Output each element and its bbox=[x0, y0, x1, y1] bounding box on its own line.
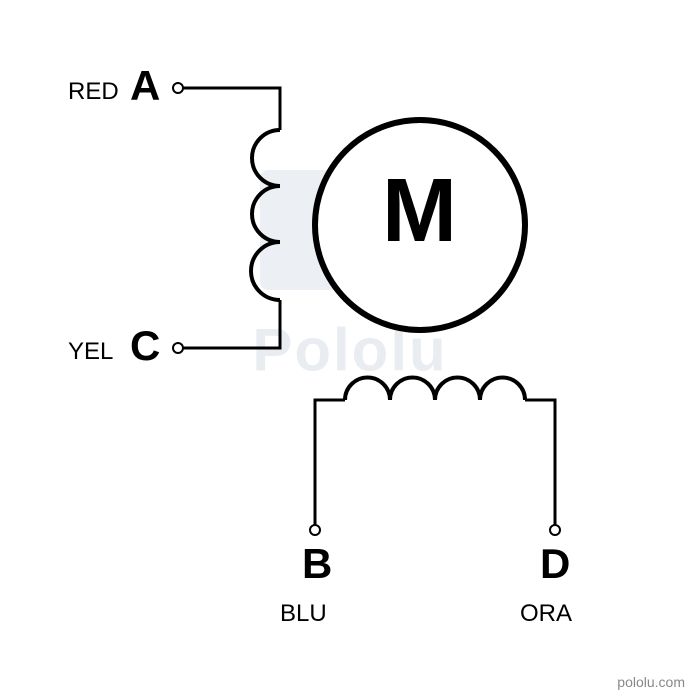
terminal-b-label: B bbox=[302, 540, 332, 588]
terminal-a-node bbox=[173, 83, 183, 93]
terminal-d-color: ORA bbox=[520, 600, 572, 628]
coil-ac bbox=[251, 130, 280, 300]
terminal-c-label: C bbox=[130, 322, 160, 370]
terminal-a-color: RED bbox=[68, 78, 119, 106]
terminal-a-label: A bbox=[130, 62, 160, 110]
footer-text: pololu.com bbox=[617, 674, 685, 690]
wire-a bbox=[183, 88, 280, 130]
coil-bd bbox=[345, 378, 525, 400]
terminal-c-node bbox=[173, 343, 183, 353]
wire-b bbox=[315, 400, 345, 525]
motor-symbol: M bbox=[382, 160, 457, 263]
terminal-b-node bbox=[310, 525, 320, 535]
terminal-d-label: D bbox=[540, 540, 570, 588]
terminal-d-node bbox=[550, 525, 560, 535]
terminal-c-color: YEL bbox=[68, 338, 113, 366]
wire-d bbox=[525, 400, 555, 525]
terminal-b-color: BLU bbox=[280, 600, 327, 628]
wire-c bbox=[183, 300, 280, 348]
